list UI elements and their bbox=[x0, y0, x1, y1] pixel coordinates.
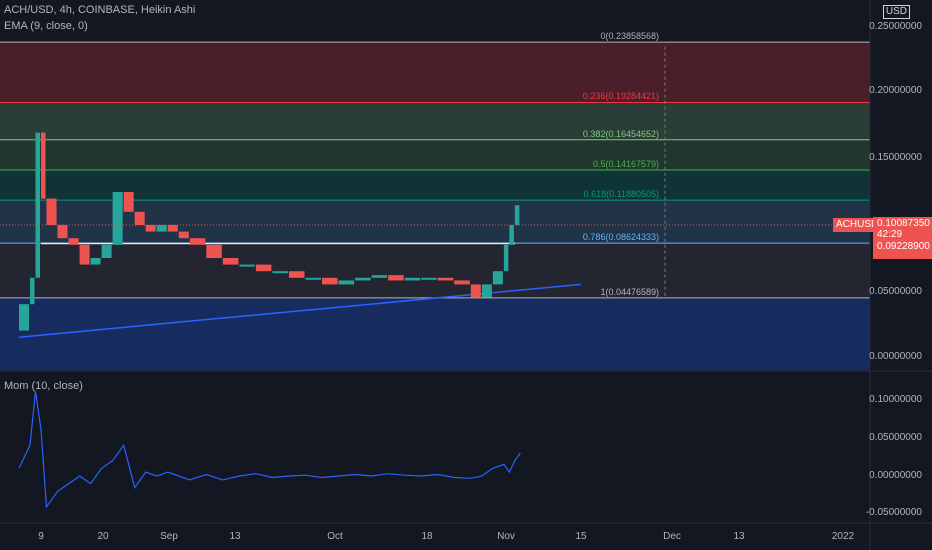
fib-level-label: 1(0.04476589) bbox=[600, 286, 659, 297]
price-candle bbox=[371, 275, 388, 278]
time-tick: 18 bbox=[421, 531, 433, 542]
price-candle bbox=[35, 132, 40, 278]
fib-zone bbox=[0, 169, 870, 201]
price-candle bbox=[90, 258, 101, 265]
price-candle bbox=[272, 271, 288, 274]
time-tick: 20 bbox=[97, 531, 109, 542]
fib-level-label: 0.5(0.14167579) bbox=[592, 158, 659, 169]
price-candle bbox=[189, 238, 206, 245]
price-candle bbox=[167, 225, 178, 232]
price-candle bbox=[156, 225, 167, 232]
time-tick: Sep bbox=[160, 531, 178, 542]
time-tick: 9 bbox=[38, 531, 44, 542]
symbol-price-tag: ACHUSD bbox=[833, 218, 882, 232]
fib-zone-extension bbox=[0, 297, 870, 371]
price-tick: 0.20000000 bbox=[869, 85, 922, 96]
price-tick: 0.15000000 bbox=[869, 152, 922, 163]
currency-label[interactable]: USD bbox=[882, 5, 910, 19]
bar-countdown: 42:29 bbox=[877, 228, 903, 240]
mom-tick: 0.00000000 bbox=[869, 470, 922, 481]
fib-zone bbox=[0, 243, 870, 298]
price-candle bbox=[437, 277, 454, 281]
fib-level-label: 0.786(0.08624333) bbox=[582, 232, 659, 243]
fib-level-label: 0(0.23858568) bbox=[600, 31, 659, 42]
price-candle bbox=[338, 280, 355, 285]
fib-zone bbox=[0, 139, 870, 170]
fib-zone bbox=[0, 102, 870, 140]
time-tick: 13 bbox=[229, 531, 241, 542]
time-tick: Dec bbox=[663, 531, 681, 542]
price-candle bbox=[178, 231, 189, 239]
fib-zone bbox=[0, 42, 870, 103]
price-tick: 0.00000000 bbox=[869, 351, 922, 362]
fib-level-label: 0.236(0.19284421) bbox=[582, 91, 659, 102]
time-tick: Nov bbox=[497, 531, 515, 542]
time-tick: Oct bbox=[327, 531, 343, 542]
price-candle bbox=[206, 244, 222, 258]
price-candle bbox=[101, 244, 112, 258]
price-candle bbox=[492, 271, 503, 285]
price-candle bbox=[222, 258, 239, 265]
price-candle bbox=[470, 284, 481, 298]
price-candle bbox=[454, 280, 470, 285]
price-candle bbox=[509, 225, 514, 245]
price-candle bbox=[79, 244, 90, 265]
price-candle bbox=[322, 277, 338, 285]
fib-level-label: 0.618(0.11880505) bbox=[583, 189, 659, 200]
time-tick: 13 bbox=[733, 531, 745, 542]
price-candle bbox=[481, 284, 492, 298]
ema-indicator-label[interactable]: EMA (9, close, 0) bbox=[4, 20, 88, 32]
time-tick: 2022 bbox=[831, 531, 855, 542]
mom-tick: 0.05000000 bbox=[869, 432, 922, 443]
last-price: 0.10087350 bbox=[877, 218, 930, 229]
last-price-box: 0.10087350 42:29 0.09228900 bbox=[873, 217, 932, 259]
momentum-indicator-label[interactable]: Mom (10, close) bbox=[4, 380, 83, 392]
price-candle bbox=[41, 132, 46, 199]
price-candle bbox=[355, 277, 371, 281]
price-candle bbox=[255, 264, 272, 272]
price-candle bbox=[145, 225, 156, 232]
fib-level-label: 0.382(0.16454652) bbox=[582, 128, 659, 139]
price-candle bbox=[46, 198, 57, 225]
price-candle bbox=[239, 264, 255, 267]
time-tick: 15 bbox=[575, 531, 587, 542]
price-candle bbox=[112, 192, 123, 245]
price-tick: 0.05000000 bbox=[869, 286, 922, 297]
price-candle bbox=[421, 277, 437, 280]
price-candle bbox=[57, 225, 68, 239]
fib-zone bbox=[0, 200, 870, 244]
price-candle bbox=[503, 244, 509, 272]
price-candle bbox=[134, 211, 145, 225]
price-candle bbox=[288, 271, 305, 278]
price-candle bbox=[388, 275, 404, 281]
price-candle bbox=[123, 192, 134, 212]
ema-price: 0.09228900 bbox=[877, 241, 930, 252]
price-candle bbox=[404, 277, 421, 281]
mom-tick: 0.10000000 bbox=[869, 394, 922, 405]
price-candle bbox=[18, 304, 29, 331]
symbol-info: ACH/USD, 4h, COINBASE, Heikin Ashi bbox=[4, 4, 196, 16]
mom-tick: -0.05000000 bbox=[865, 507, 922, 518]
momentum-line bbox=[18, 391, 521, 509]
price-candle bbox=[514, 205, 520, 225]
price-tick: 0.25000000 bbox=[869, 21, 922, 32]
price-candle bbox=[305, 277, 322, 280]
price-candle bbox=[68, 238, 79, 245]
price-candle bbox=[29, 277, 35, 305]
